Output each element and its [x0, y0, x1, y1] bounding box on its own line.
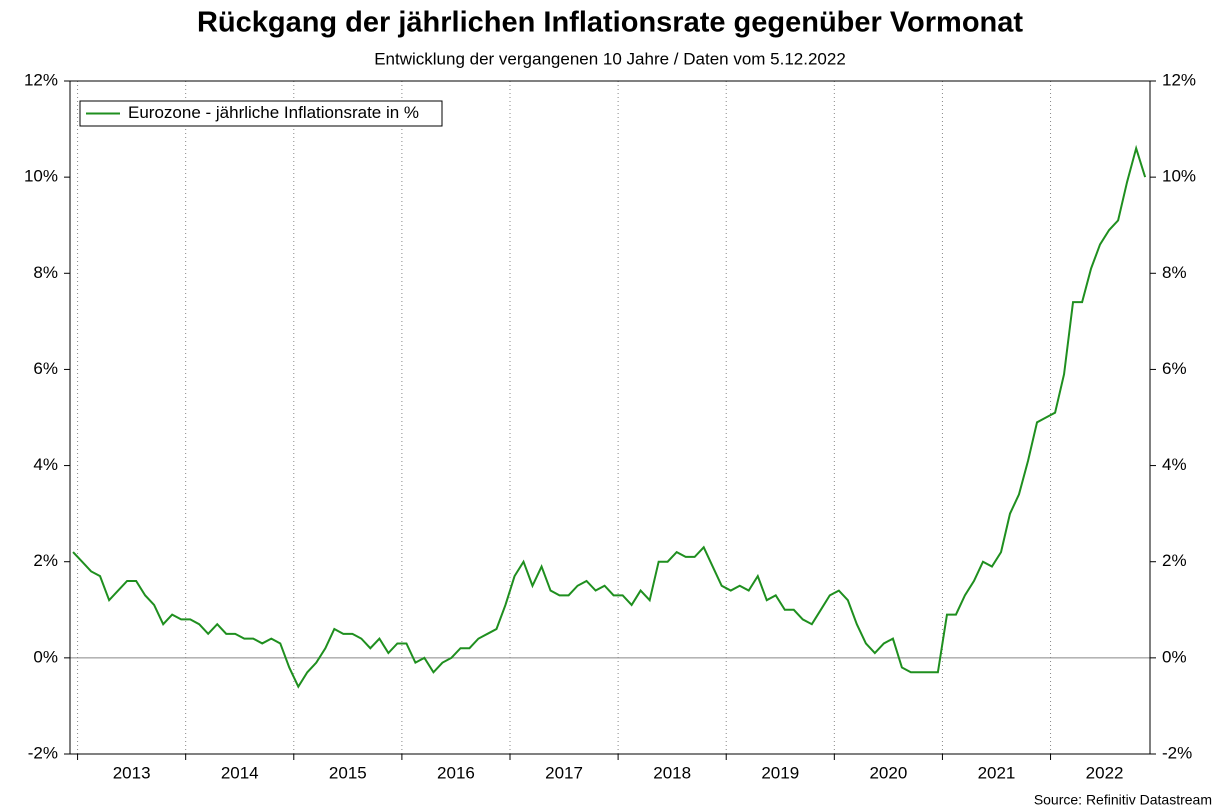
- chart-subtitle: Entwicklung der vergangenen 10 Jahre / D…: [374, 49, 846, 68]
- x-tick-label: 2018: [653, 763, 691, 782]
- y2-tick-label: 10%: [1162, 167, 1196, 186]
- y-tick-label: 6%: [33, 359, 58, 378]
- y-tick-label: 10%: [24, 167, 58, 186]
- y2-tick-label: 4%: [1162, 455, 1187, 474]
- x-tick-label: 2019: [761, 763, 799, 782]
- x-tick-label: 2017: [545, 763, 583, 782]
- x-tick-label: 2016: [437, 763, 475, 782]
- x-tick-label: 2021: [978, 763, 1016, 782]
- y2-tick-label: 6%: [1162, 359, 1187, 378]
- y2-tick-label: 2%: [1162, 551, 1187, 570]
- x-tick-label: 2015: [329, 763, 367, 782]
- plot-frame: [69, 80, 1151, 755]
- x-tick-label: 2022: [1086, 763, 1124, 782]
- line: [72, 144, 1147, 689]
- x-tick-label: 2013: [113, 763, 151, 782]
- y-tick-label: 2%: [33, 551, 58, 570]
- y2-tick-label: 12%: [1162, 70, 1196, 89]
- legend-label: Eurozone - jährliche Inflationsrate in %: [128, 103, 419, 122]
- y-tick-label: 4%: [33, 455, 58, 474]
- y2-tick-label: 8%: [1162, 263, 1187, 282]
- legend-box: [79, 100, 443, 127]
- y-tick-label: -2%: [28, 743, 58, 762]
- y-tick-label: 12%: [24, 70, 58, 89]
- y-tick-label: 8%: [33, 263, 58, 282]
- source: Source: Refinitiv Datastream: [1034, 792, 1212, 808]
- chart-title: Rückgang der jährlichen Inflationsrate g…: [197, 7, 1023, 39]
- x-tick-label: 2020: [869, 763, 907, 782]
- y2-tick-label: 0%: [1162, 647, 1187, 666]
- x-tick-label: 2014: [221, 763, 259, 782]
- y2-tick-label: -2%: [1162, 743, 1192, 762]
- y-tick-label: 0%: [33, 647, 58, 666]
